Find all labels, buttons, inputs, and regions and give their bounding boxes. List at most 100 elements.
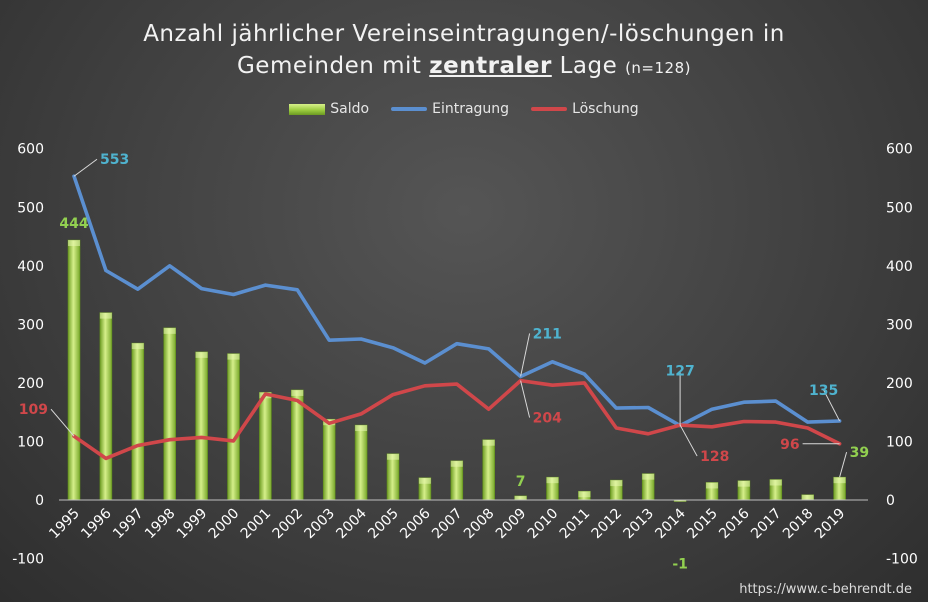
- y-tick-right: 0: [886, 493, 895, 509]
- saldo-bar-cap: [514, 495, 527, 500]
- saldo-bar-cap: [227, 353, 240, 360]
- title-line-2: Gemeinden mit zentraler Lage (n=128): [0, 50, 928, 84]
- saldo-bar-cap: [833, 477, 846, 484]
- data-label-eintragung: 553: [100, 152, 129, 168]
- saldo-bar: [354, 424, 368, 501]
- y-tick-left: 0: [35, 493, 44, 509]
- x-tick-label: 2003: [302, 506, 339, 543]
- saldo-bar-cap: [642, 473, 655, 480]
- data-label-saldo: 7: [516, 474, 526, 490]
- x-tick-label: 2016: [716, 505, 753, 542]
- y-tick-left: 200: [17, 376, 44, 392]
- loeschung-line: [72, 378, 842, 461]
- legend-swatch-loeschung: [531, 107, 568, 111]
- data-label-leader: [50, 408, 75, 437]
- saldo-bar-cap: [482, 439, 495, 446]
- x-tick-label: 2013: [621, 506, 658, 543]
- y-tick-right: 200: [886, 376, 913, 392]
- saldo-bar-cap: [450, 460, 463, 467]
- x-tick-label: 2015: [684, 506, 721, 543]
- saldo-bar: [482, 439, 496, 501]
- saldo-bar-cap: [291, 389, 304, 396]
- legend-item-eintragung: Eintragung: [391, 101, 509, 117]
- x-tick-label: 2002: [270, 506, 307, 543]
- x-tick-label: 1999: [174, 506, 211, 543]
- x-tick-label: 2004: [333, 505, 370, 542]
- saldo-bars: [67, 239, 846, 502]
- x-tick-label: 2011: [557, 506, 594, 543]
- saldo-bar: [227, 353, 240, 501]
- data-label-leader: [679, 424, 698, 457]
- legend-item-loeschung: Löschung: [531, 101, 639, 117]
- saldo-bar: [290, 389, 304, 501]
- data-label-leader: [839, 452, 848, 478]
- y-tick-right: 400: [886, 259, 913, 275]
- y-tick-left: 500: [17, 200, 44, 216]
- data-label-eintragung: 135: [809, 383, 838, 399]
- x-tick-label: 2008: [461, 506, 498, 543]
- data-label-eintragung: 211: [533, 326, 562, 342]
- saldo-bar-cap: [68, 240, 80, 247]
- y-tick-right: -100: [886, 552, 918, 568]
- axes: -100 -100 0 0 100 100 200 200 300 300 400 400 500 500…: [12, 142, 918, 568]
- saldo-bar-cap: [706, 482, 718, 489]
- x-tick-label: 2006: [397, 505, 434, 542]
- title-sample-size: (n=128): [625, 59, 691, 77]
- title-line-1: Anzahl jährlicher Vereinseintragungen/-l…: [143, 21, 785, 47]
- saldo-bar-cap: [355, 425, 368, 432]
- x-tick-label: 2017: [748, 506, 785, 543]
- saldo-bar-cap: [801, 494, 814, 500]
- saldo-bar: [259, 391, 272, 501]
- x-tick-label: 2005: [365, 506, 402, 543]
- data-labels: 553 444 109 211 204 7 127 128 -1 135 96 39: [19, 152, 869, 572]
- y-tick-right: 500: [886, 200, 913, 216]
- saldo-bar: [163, 327, 176, 501]
- y-tick-left: 100: [17, 434, 44, 450]
- saldo-bar-cap: [99, 312, 112, 319]
- x-tick-label: 2000: [206, 506, 243, 543]
- source-url: https://www.c-behrendt.de: [739, 582, 912, 597]
- data-label-saldo: 39: [850, 445, 869, 461]
- title-emphasis: zentraler: [429, 53, 552, 79]
- legend-label-saldo: Saldo: [330, 101, 370, 117]
- x-tick-label: 2012: [589, 506, 626, 543]
- chart-legend: Saldo Eintragung Löschung: [0, 101, 928, 117]
- x-tick-label: 1997: [110, 506, 147, 543]
- data-label-leader: [520, 333, 531, 377]
- data-label-loeschung: 96: [780, 437, 799, 453]
- y-tick-left: 400: [17, 259, 44, 275]
- saldo-bar-cap: [387, 453, 399, 460]
- legend-item-saldo: Saldo: [289, 101, 369, 117]
- data-label-loeschung: 128: [700, 449, 729, 465]
- legend-label-eintragung: Eintragung: [432, 101, 510, 117]
- x-tick-label: 2014: [652, 505, 689, 542]
- x-tick-label: 2001: [238, 506, 275, 543]
- y-tick-left: 600: [17, 142, 44, 158]
- saldo-bar: [99, 312, 113, 501]
- saldo-bar: [322, 418, 336, 501]
- line-series: [72, 174, 842, 461]
- saldo-bar-cap: [131, 343, 144, 350]
- x-tick-label: 1998: [142, 506, 179, 543]
- saldo-bar-cap: [674, 500, 687, 502]
- data-label-eintragung: 127: [665, 364, 694, 380]
- y-tick-right: 300: [886, 317, 913, 333]
- x-tick-label: 1995: [46, 506, 83, 543]
- data-label-loeschung: 204: [533, 411, 562, 427]
- data-label-leader: [520, 380, 531, 418]
- chart-title: Anzahl jährlicher Vereinseintragungen/-l…: [0, 18, 928, 84]
- saldo-bar-cap: [737, 480, 750, 487]
- y-tick-left: -100: [12, 552, 44, 568]
- legend-swatch-eintragung: [391, 107, 428, 111]
- x-tick-label: 1996: [78, 505, 115, 542]
- y-tick-right: 600: [886, 142, 913, 158]
- data-label-saldo: -1: [672, 557, 688, 573]
- y-tick-left: 300: [17, 317, 44, 333]
- x-tick-label: 2009: [493, 506, 530, 543]
- y-tick-right: 100: [886, 434, 913, 450]
- saldo-bar-cap: [546, 477, 559, 484]
- data-label-leader: [823, 389, 841, 422]
- saldo-bar-cap: [769, 479, 782, 486]
- x-tick-label: 2010: [525, 506, 562, 543]
